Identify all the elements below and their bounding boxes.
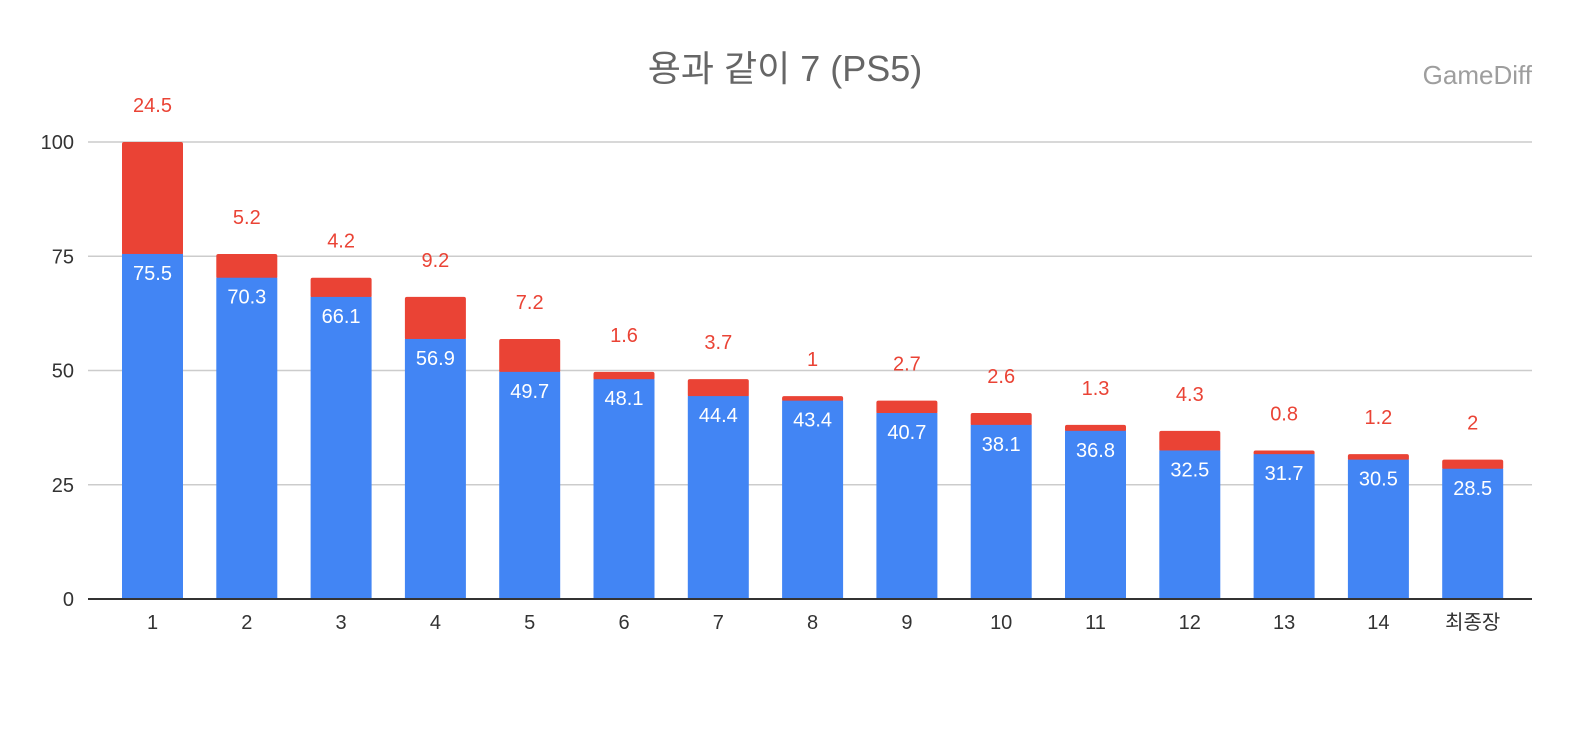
bar-diff-label: 4.2 <box>327 231 355 253</box>
x-tick-label: 최종장 <box>1445 611 1500 634</box>
bar-base-label: 75.5 <box>133 263 172 285</box>
bar-base-segment <box>876 413 938 599</box>
bar-diff-segment <box>1347 454 1409 461</box>
y-tick-label: 50 <box>52 361 74 383</box>
bar-base-segment <box>1442 468 1504 599</box>
x-tick-label: 7 <box>713 612 724 634</box>
bar-base-segment <box>1347 459 1409 599</box>
bar-diff-segment <box>1065 424 1126 432</box>
bar-diff-label: 24.5 <box>133 95 172 117</box>
watermark: GameDiff <box>1422 60 1532 90</box>
bar-diff-segment <box>687 379 749 398</box>
bar-diff-segment <box>593 371 655 381</box>
bar-base-label: 32.5 <box>1170 459 1209 481</box>
bar-diff-label: 2 <box>1467 413 1478 435</box>
bar-diff-label: 3.7 <box>704 332 732 354</box>
bar-base-segment <box>1159 450 1221 599</box>
x-tick-label: 10 <box>990 612 1012 634</box>
y-tick-label: 100 <box>41 132 74 154</box>
bar-diff-label: 5.2 <box>233 207 261 229</box>
x-tick-label: 5 <box>524 612 535 634</box>
bar-base-segment <box>970 424 1032 599</box>
y-tick-label: 75 <box>52 246 74 268</box>
bar-diff-segment <box>782 396 844 402</box>
bar-base-segment <box>1065 430 1126 599</box>
bar-base-label: 48.1 <box>605 388 644 410</box>
x-tick-label: 9 <box>901 612 912 634</box>
y-tick-label: 25 <box>52 475 74 497</box>
bar-base-segment <box>404 338 466 599</box>
bar-diff-segment <box>499 338 561 373</box>
y-tick-label: 0 <box>63 589 74 611</box>
bar-base-label: 56.9 <box>416 348 455 370</box>
x-tick-label: 13 <box>1273 612 1295 634</box>
x-tick-label: 4 <box>430 612 441 634</box>
bar-base-segment <box>593 379 655 599</box>
bar-diff-label: 7.2 <box>516 292 544 314</box>
bar-diff-label: 4.3 <box>1176 384 1204 406</box>
bar-diff-segment <box>970 413 1032 426</box>
bar-base-segment <box>1253 454 1315 599</box>
x-tick-label: 2 <box>241 612 252 634</box>
bar-base-segment <box>310 296 372 599</box>
bar-base-label: 28.5 <box>1453 478 1492 500</box>
bar-base-label: 36.8 <box>1076 440 1115 462</box>
bar-diff-label: 0.8 <box>1270 403 1298 425</box>
bar-base-segment <box>499 371 561 599</box>
bar-base-label: 66.1 <box>322 306 361 328</box>
bar-base-label: 49.7 <box>510 381 549 403</box>
x-tick-label: 12 <box>1179 612 1201 634</box>
bar-base-label: 44.4 <box>699 405 738 427</box>
bar-diff-segment <box>216 253 278 279</box>
bar-diff-segment <box>404 296 466 340</box>
x-tick-label: 1 <box>147 612 158 634</box>
x-tick-label: 11 <box>1085 612 1106 634</box>
bar-base-label: 40.7 <box>887 422 926 444</box>
bar-diff-label: 1.2 <box>1364 407 1392 429</box>
x-tick-label: 3 <box>336 612 347 634</box>
bar-diff-label: 1.3 <box>1082 378 1110 400</box>
bar-base-segment <box>122 253 183 599</box>
x-tick-label: 14 <box>1367 612 1389 634</box>
bar-diff-label: 2.7 <box>893 354 921 376</box>
bar-base-label: 38.1 <box>982 434 1021 456</box>
bar-base-label: 43.4 <box>793 410 832 432</box>
bar-base-label: 70.3 <box>227 287 266 309</box>
bar-diff-label: 1.6 <box>610 325 638 347</box>
bar-base-label: 31.7 <box>1265 463 1304 485</box>
bar-diff-segment <box>1442 459 1504 470</box>
bar-diff-segment <box>876 400 938 415</box>
x-tick-label: 6 <box>618 612 629 634</box>
bar-diff-segment <box>122 142 183 255</box>
bar-diff-segment <box>1253 450 1315 456</box>
bar-base-label: 30.5 <box>1359 469 1398 491</box>
bar-base-segment <box>782 400 844 599</box>
chart-title: 용과 같이 7 (PS5) <box>647 48 923 89</box>
x-tick-label: 8 <box>807 612 818 634</box>
bar-diff-segment <box>310 277 372 298</box>
bar-base-segment <box>687 396 749 599</box>
bar-diff-segment <box>1159 430 1221 452</box>
bar-diff-label: 9.2 <box>421 250 449 272</box>
bar-diff-label: 2.6 <box>987 366 1015 388</box>
bar-base-segment <box>216 277 278 599</box>
bar-diff-label: 1 <box>807 349 818 371</box>
